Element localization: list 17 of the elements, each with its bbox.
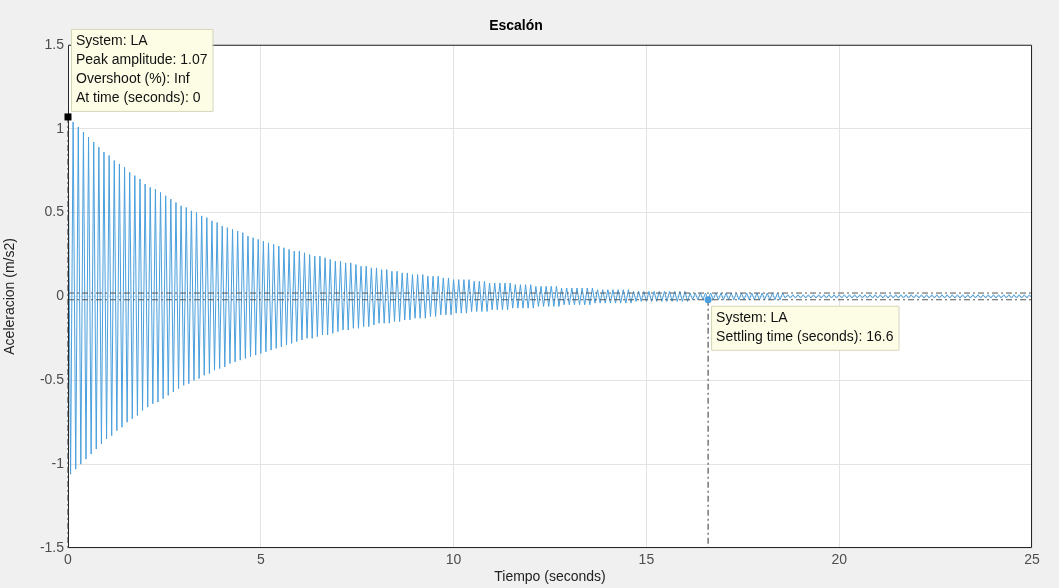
y-tick-label: 0.5 xyxy=(44,203,65,220)
y-tick-label: -1.5 xyxy=(39,538,65,555)
x-tick-label: 15 xyxy=(638,551,655,568)
x-tick-label: 25 xyxy=(1024,551,1040,568)
y-tick-label: 1 xyxy=(56,119,65,136)
x-tick-label: 5 xyxy=(256,551,265,568)
x-tick-label: 10 xyxy=(445,551,462,568)
annotation: System: LA Settling time (seconds): 16.6 xyxy=(716,308,894,344)
y-tick-label: -0.5 xyxy=(39,371,65,388)
annotation: System: LA Peak amplitude: 1.07 Overshoot (%): Inf At time (seconds): 0 xyxy=(76,31,208,105)
chart-title: Escalón xyxy=(489,17,543,34)
x-tick-label: 20 xyxy=(831,551,848,568)
y-tick-label: 1.5 xyxy=(44,35,65,52)
y-axis-title: Aceleracion (m/s2) xyxy=(1,238,18,355)
y-tick-label: 0 xyxy=(56,287,65,304)
x-axis-title: Tiempo (seconds) xyxy=(494,568,606,585)
y-tick-label: -1 xyxy=(51,454,65,471)
